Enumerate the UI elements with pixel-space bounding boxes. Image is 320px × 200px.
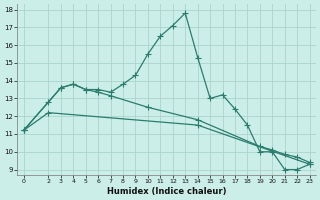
X-axis label: Humidex (Indice chaleur): Humidex (Indice chaleur) bbox=[107, 187, 226, 196]
